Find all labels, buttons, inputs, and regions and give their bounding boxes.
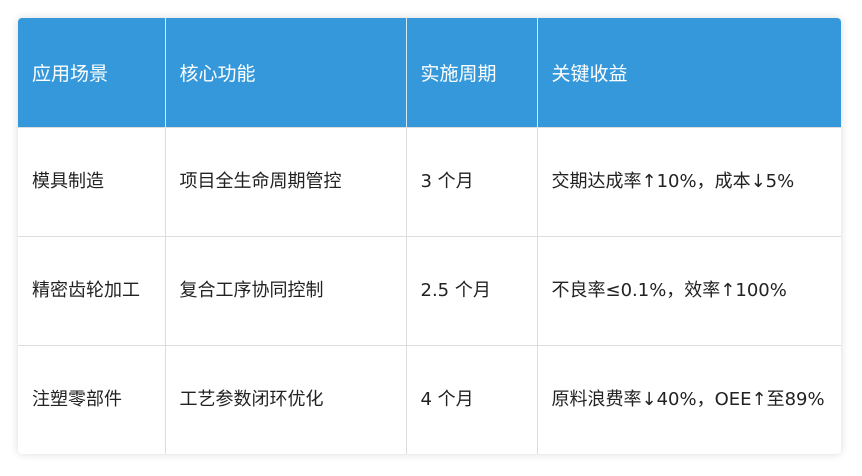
data-table: 应用场景 核心功能 实施周期 关键收益 模具制造 项目全生命周期管控 3 个月 … xyxy=(18,18,841,454)
table-row: 模具制造 项目全生命周期管控 3 个月 交期达成率↑10%，成本↓5% xyxy=(18,127,841,237)
cell-scenario: 模具制造 xyxy=(18,127,166,237)
table-row: 精密齿轮加工 复合工序协同控制 2.5 个月 不良率≤0.1%，效率↑100% xyxy=(18,236,841,346)
header-cell: 关键收益 xyxy=(537,18,841,128)
cell-benefit: 原料浪费率↓40%，OEE↑至89% xyxy=(537,345,841,454)
table-header-row: 应用场景 核心功能 实施周期 关键收益 xyxy=(18,18,841,128)
cell-benefit: 交期达成率↑10%，成本↓5% xyxy=(537,127,841,237)
header-cell: 应用场景 xyxy=(18,18,166,128)
cell-period: 2.5 个月 xyxy=(406,236,538,346)
cell-period: 4 个月 xyxy=(406,345,538,454)
cell-function: 复合工序协同控制 xyxy=(165,236,407,346)
header-cell: 实施周期 xyxy=(406,18,538,128)
cell-benefit: 不良率≤0.1%，效率↑100% xyxy=(537,236,841,346)
cell-function: 项目全生命周期管控 xyxy=(165,127,407,237)
cell-period: 3 个月 xyxy=(406,127,538,237)
cell-scenario: 注塑零部件 xyxy=(18,345,166,454)
cell-function: 工艺参数闭环优化 xyxy=(165,345,407,454)
table-row: 注塑零部件 工艺参数闭环优化 4 个月 原料浪费率↓40%，OEE↑至89% xyxy=(18,345,841,454)
cell-scenario: 精密齿轮加工 xyxy=(18,236,166,346)
header-cell: 核心功能 xyxy=(165,18,407,128)
table-container: 应用场景 核心功能 实施周期 关键收益 模具制造 项目全生命周期管控 3 个月 … xyxy=(18,18,841,454)
